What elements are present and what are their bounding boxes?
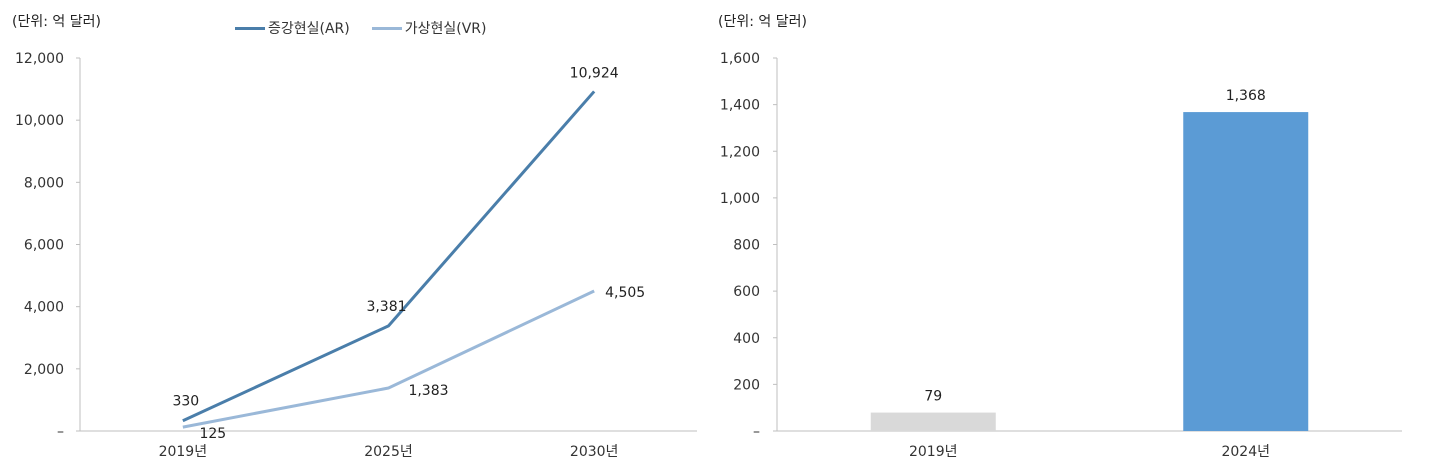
bar-2019년 <box>870 412 996 431</box>
bar-x-tick-label: 2024년 <box>1221 444 1270 460</box>
bar-y-tick-label: 600 <box>733 284 760 300</box>
line-y-tick-label: 6,000 <box>24 238 64 254</box>
bar-y-tick-label: 1,200 <box>720 144 760 160</box>
line-data-label: 4,505 <box>605 285 645 301</box>
bar-x-tick-label: 2019년 <box>909 444 958 460</box>
bar-y-tick-label: 1,600 <box>720 51 760 67</box>
legend-label-ar: 증강현실(AR) <box>268 21 350 37</box>
line-data-label: 330 <box>172 394 199 410</box>
line-x-tick-label: 2030년 <box>570 444 619 460</box>
legend-swatch-vr <box>371 26 402 30</box>
line-y-tick-label: 12,000 <box>15 51 64 67</box>
line-x-tick-label: 2025년 <box>364 444 413 460</box>
line-data-label: 125 <box>199 426 226 442</box>
line-y-tick-label: 8,000 <box>24 175 64 191</box>
legend-label-vr: 가상현실(VR) <box>404 21 487 37</box>
line-data-label: 3,381 <box>366 299 406 315</box>
line-series-vr <box>182 289 595 429</box>
line-x-tick-label: 2019년 <box>159 444 208 460</box>
line-y-tick-label: – <box>57 424 64 440</box>
bar-y-tick-label: 800 <box>733 238 760 254</box>
right-unit-note: (단위: 억 달러) <box>718 14 807 30</box>
legend: 증강현실(AR) 가상현실(VR) <box>235 18 487 38</box>
legend-item-vr: 가상현실(VR) <box>371 18 487 38</box>
line-y-tick-label: 2,000 <box>24 362 64 378</box>
bar-y-tick-label: – <box>753 424 760 440</box>
bar-2024년 <box>1183 112 1309 432</box>
line-chart: – 2,000 4,000 6,000 8,000 10,000 12,000 2019년 20… <box>15 51 697 460</box>
line-data-label: 1,383 <box>408 383 448 399</box>
bar-y-tick-label: 400 <box>733 331 760 347</box>
bar-chart: – 200 400 600 800 1,000 1,200 1,400 1,600 79 2019년… <box>720 51 1402 460</box>
line-data-label: 10,924 <box>570 65 619 81</box>
bar-y-tick-label: 200 <box>733 377 760 393</box>
bar-data-label: 79 <box>924 389 942 405</box>
bar-y-tick-label: 1,000 <box>720 191 760 207</box>
line-y-tick-label: 10,000 <box>15 113 64 129</box>
line-series-ar <box>182 90 596 423</box>
legend-item-ar: 증강현실(AR) <box>235 18 350 38</box>
bar-y-tick-label: 1,400 <box>720 98 760 114</box>
legend-swatch-ar <box>235 26 265 30</box>
bar-data-label: 1,368 <box>1226 88 1266 104</box>
line-y-tick-label: 4,000 <box>24 300 64 316</box>
left-unit-note: (단위: 억 달러) <box>12 14 101 30</box>
